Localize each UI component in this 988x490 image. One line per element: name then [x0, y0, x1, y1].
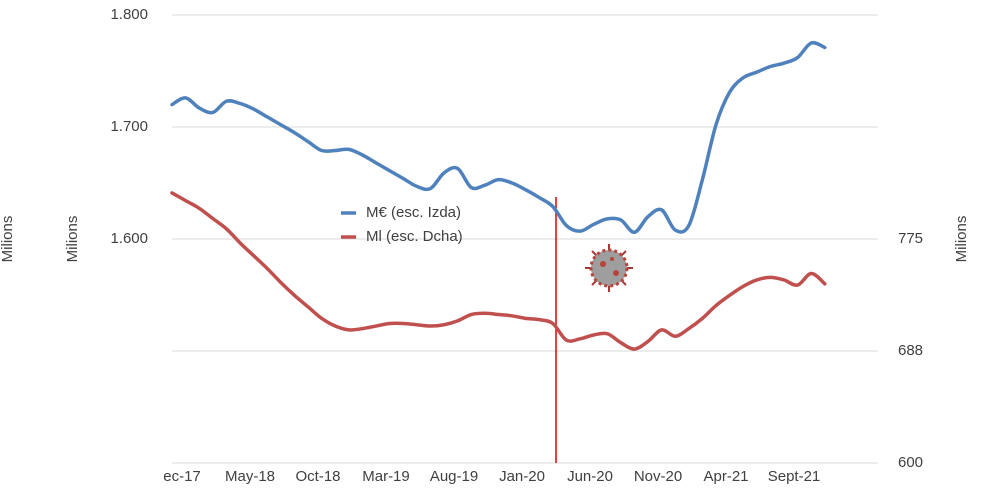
y2-axis-label: Milions: [953, 216, 970, 263]
x-tick-label: Jan-20: [499, 468, 545, 485]
virus-icon: [585, 244, 633, 292]
y-tick-label: 1.600: [110, 230, 148, 247]
x-tick-label: Mar-19: [362, 468, 410, 485]
y-axis-label: Milions: [0, 216, 16, 263]
y2-tick-label: 775: [898, 230, 923, 247]
y-tick-label: 1.800: [110, 6, 148, 23]
series-line: [172, 43, 825, 233]
y-tick-label: 1.700: [110, 118, 148, 135]
x-tick-label: Nov-20: [634, 468, 682, 485]
legend-label: M€ (esc. Izda): [366, 204, 461, 221]
series-line: [172, 193, 825, 349]
x-tick-label: Oct-18: [295, 468, 340, 485]
x-tick-label: Sept-21: [768, 468, 821, 485]
y2-tick-label: 688: [898, 342, 923, 359]
x-tick-label: May-18: [225, 468, 275, 485]
legend-label: Ml (esc. Dcha): [366, 228, 463, 245]
y-axis-label: Milions: [64, 216, 81, 263]
chart: Milions Milions Milions 1.600 1.700 1.800 6…: [0, 0, 988, 490]
x-tick-label: Jun-20: [567, 468, 613, 485]
x-tick-label: Apr-21: [703, 468, 748, 485]
x-tick-label: ec-17: [163, 468, 201, 485]
y2-tick-label: 600: [898, 454, 923, 471]
x-tick-label: Aug-19: [430, 468, 478, 485]
